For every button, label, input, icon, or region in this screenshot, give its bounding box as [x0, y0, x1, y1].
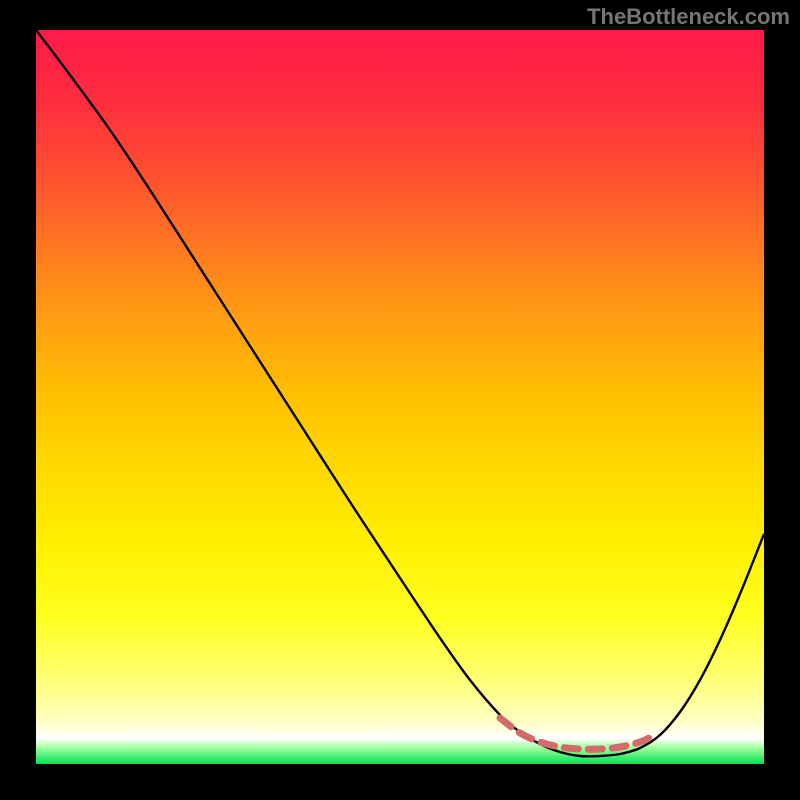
chart-svg [0, 0, 800, 800]
watermark-text: TheBottleneck.com [587, 4, 790, 30]
bottleneck-chart: TheBottleneck.com [0, 0, 800, 800]
plot-background [36, 30, 764, 764]
